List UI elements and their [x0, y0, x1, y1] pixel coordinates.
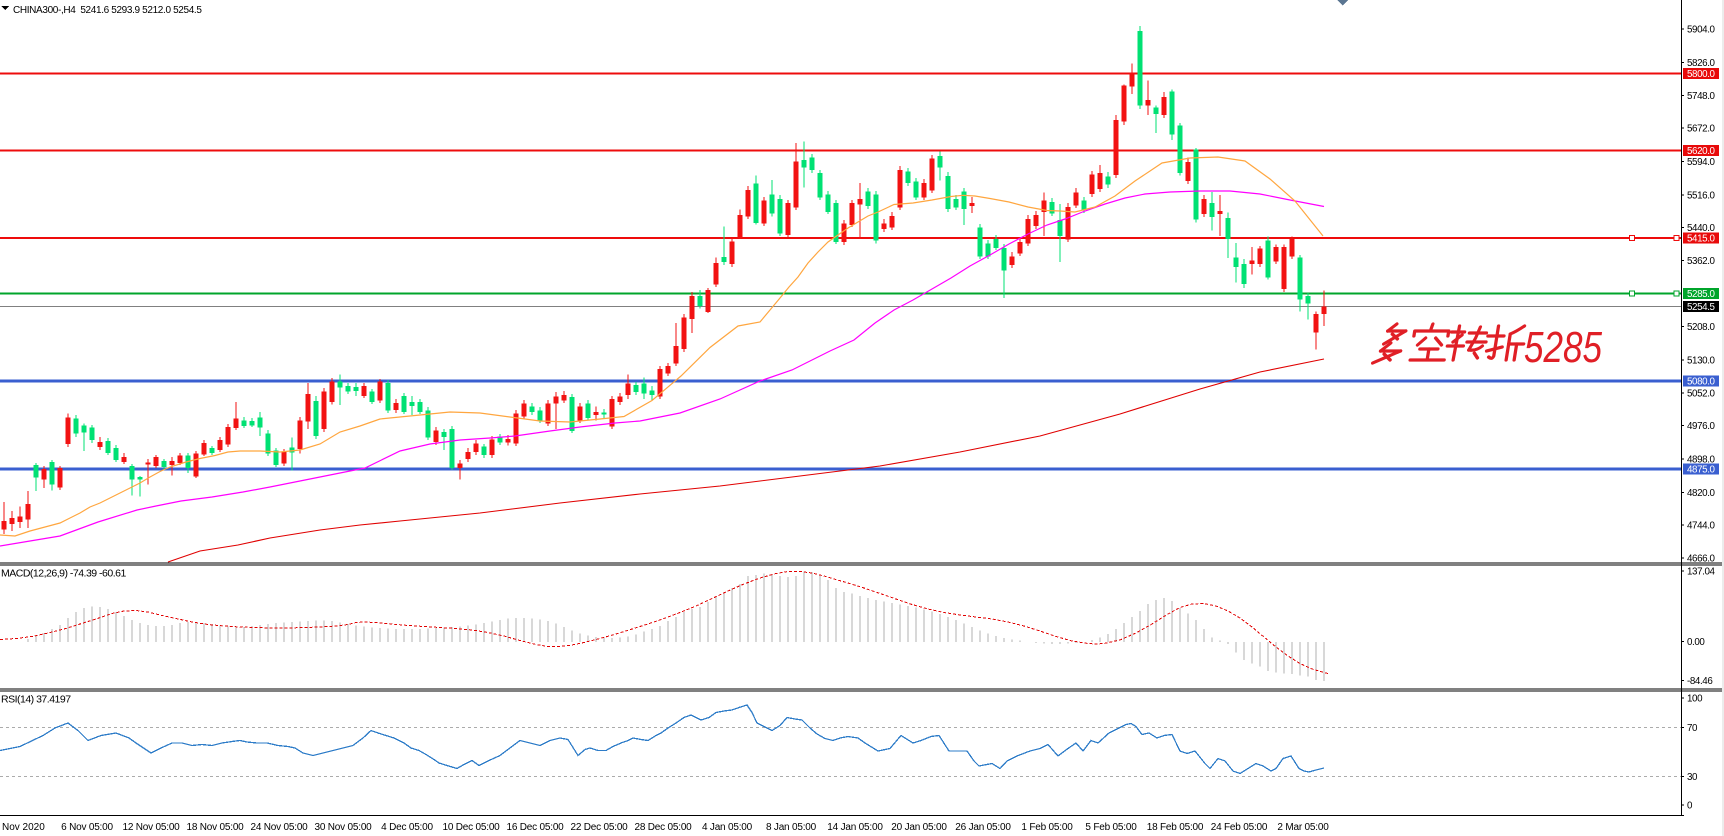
svg-text:16 Dec 05:00: 16 Dec 05:00	[506, 822, 564, 833]
svg-text:5672.0: 5672.0	[1687, 124, 1716, 135]
svg-text:5 Feb 05:00: 5 Feb 05:00	[1085, 822, 1137, 833]
svg-text:-84.46: -84.46	[1687, 676, 1713, 687]
svg-text:30: 30	[1687, 772, 1698, 783]
svg-text:24 Nov 05:00: 24 Nov 05:00	[250, 822, 308, 833]
svg-text:5516.0: 5516.0	[1687, 190, 1716, 201]
svg-text:24 Feb 05:00: 24 Feb 05:00	[1211, 822, 1268, 833]
svg-text:5415.0: 5415.0	[1687, 234, 1716, 245]
svg-text:70: 70	[1687, 723, 1698, 734]
svg-text:100: 100	[1687, 694, 1703, 705]
svg-text:5594.0: 5594.0	[1687, 157, 1716, 168]
svg-text:Nov 2020: Nov 2020	[2, 822, 45, 833]
svg-text:5440.0: 5440.0	[1687, 223, 1716, 234]
svg-text:5254.5: 5254.5	[1687, 302, 1716, 313]
svg-text:5080.0: 5080.0	[1687, 377, 1716, 388]
svg-text:10 Dec 05:00: 10 Dec 05:00	[442, 822, 500, 833]
svg-text:30 Nov 05:00: 30 Nov 05:00	[314, 822, 372, 833]
svg-text:5285: 5285	[1524, 323, 1602, 372]
svg-text:4898.0: 4898.0	[1687, 455, 1716, 466]
svg-text:28 Dec 05:00: 28 Dec 05:00	[634, 822, 692, 833]
svg-text:0: 0	[1687, 801, 1693, 812]
svg-text:5620.0: 5620.0	[1687, 146, 1716, 157]
svg-text:4976.0: 4976.0	[1687, 421, 1716, 432]
svg-text:137.04: 137.04	[1687, 567, 1716, 578]
svg-text:1 Feb 05:00: 1 Feb 05:00	[1021, 822, 1073, 833]
svg-text:5800.0: 5800.0	[1687, 69, 1716, 80]
svg-text:RSI(14) 37.4197: RSI(14) 37.4197	[1, 694, 71, 706]
svg-text:5130.0: 5130.0	[1687, 355, 1716, 366]
svg-text:4820.0: 4820.0	[1687, 488, 1716, 499]
svg-text:5826.0: 5826.0	[1687, 58, 1716, 69]
svg-text:12 Nov 05:00: 12 Nov 05:00	[122, 822, 180, 833]
svg-text:4 Jan 05:00: 4 Jan 05:00	[702, 822, 753, 833]
svg-text:14 Jan 05:00: 14 Jan 05:00	[827, 822, 883, 833]
svg-text:20 Jan 05:00: 20 Jan 05:00	[891, 822, 947, 833]
svg-text:0.00: 0.00	[1687, 637, 1705, 648]
svg-text:CHINA300-,H4 5241.6 5293.9 52: CHINA300-,H4 5241.6 5293.9 5212.0 5254.5	[13, 5, 202, 16]
svg-text:5285.0: 5285.0	[1687, 289, 1716, 300]
svg-text:8 Jan 05:00: 8 Jan 05:00	[766, 822, 817, 833]
svg-text:4875.0: 4875.0	[1687, 464, 1716, 475]
svg-text:5052.0: 5052.0	[1687, 389, 1716, 400]
svg-text:6 Nov 05:00: 6 Nov 05:00	[61, 822, 113, 833]
svg-text:22 Dec 05:00: 22 Dec 05:00	[570, 822, 628, 833]
svg-text:4744.0: 4744.0	[1687, 520, 1716, 531]
svg-text:4 Dec 05:00: 4 Dec 05:00	[381, 822, 433, 833]
svg-text:2 Mar 05:00: 2 Mar 05:00	[1277, 822, 1329, 833]
svg-text:4666.0: 4666.0	[1687, 554, 1716, 565]
svg-text:5748.0: 5748.0	[1687, 91, 1716, 102]
svg-text:18 Feb 05:00: 18 Feb 05:00	[1147, 822, 1204, 833]
svg-text:MACD(12,26,9) -74.39 -60.61: MACD(12,26,9) -74.39 -60.61	[1, 568, 126, 580]
svg-text:5362.0: 5362.0	[1687, 256, 1716, 267]
svg-text:18 Nov 05:00: 18 Nov 05:00	[186, 822, 244, 833]
svg-text:5208.0: 5208.0	[1687, 322, 1716, 333]
svg-text:26 Jan 05:00: 26 Jan 05:00	[955, 822, 1011, 833]
svg-text:5904.0: 5904.0	[1687, 25, 1716, 36]
